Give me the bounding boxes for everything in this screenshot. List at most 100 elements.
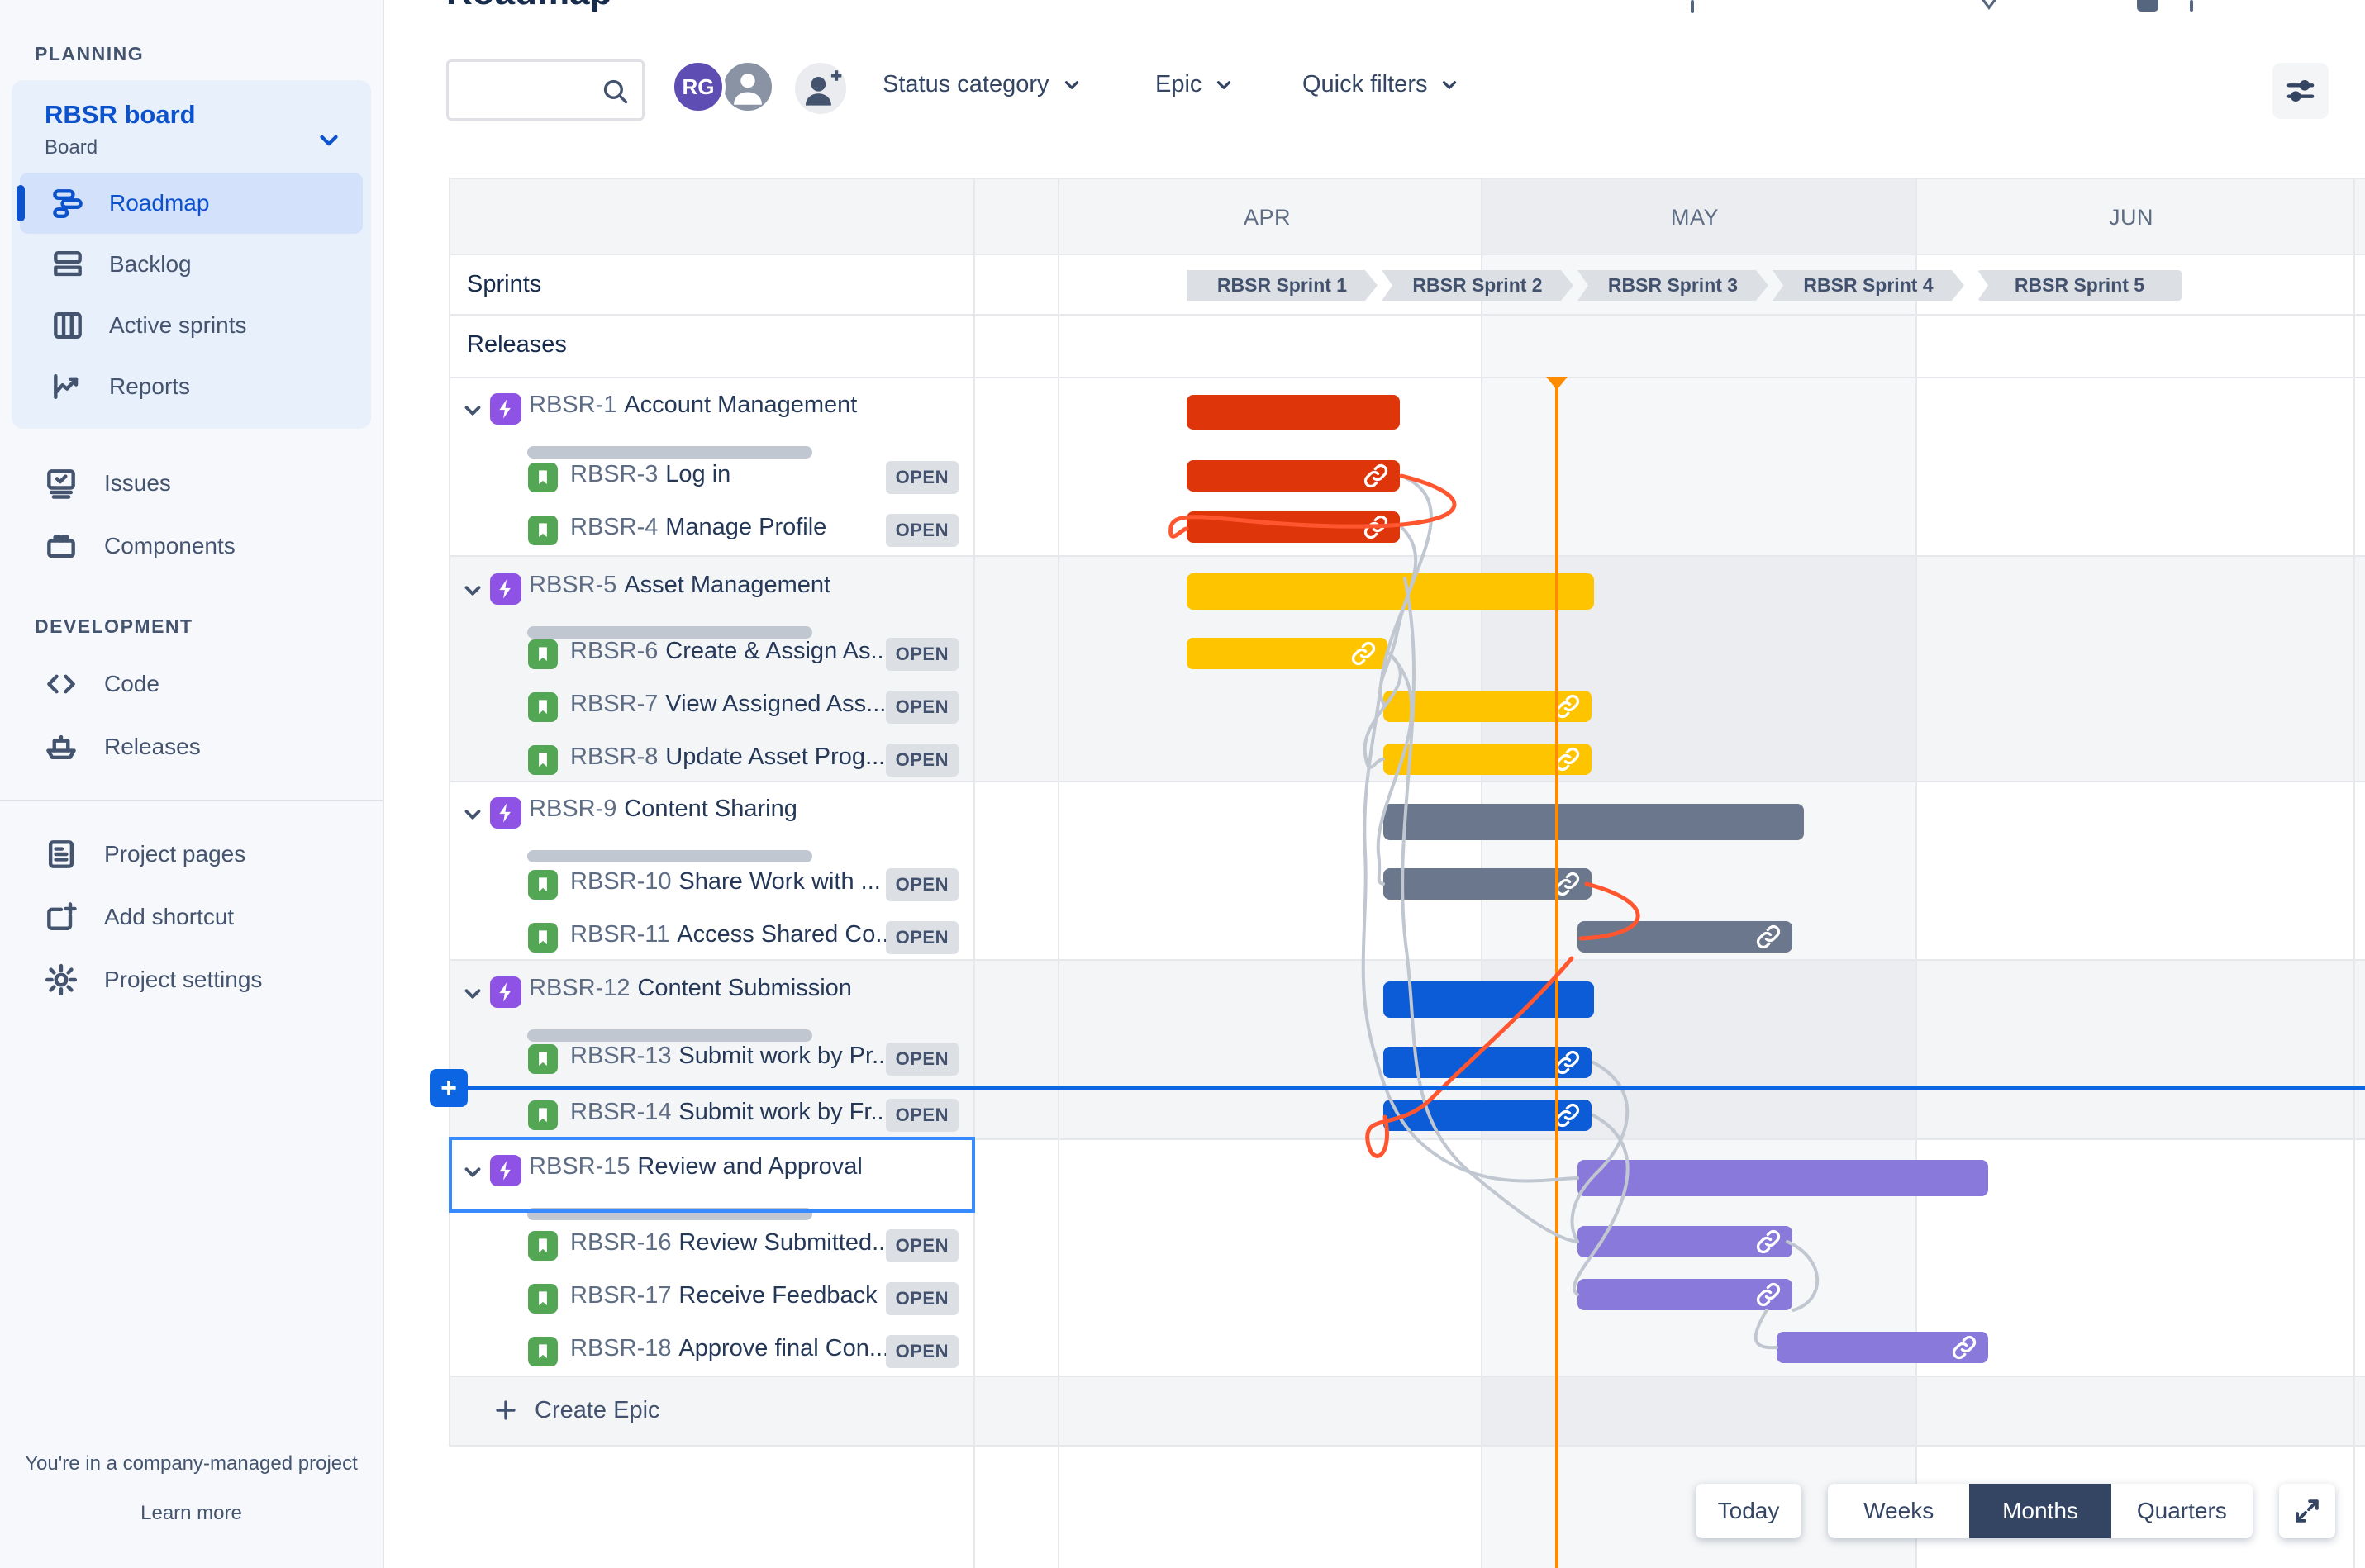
sprint-pill[interactable]: RBSR Sprint 1 [1187, 270, 1378, 301]
today-button[interactable]: Today [1696, 1484, 1801, 1538]
insert-indicator-line [430, 1086, 2365, 1090]
avatar[interactable]: RG [671, 59, 726, 114]
gantt-bar-story[interactable] [1577, 921, 1792, 953]
story-row[interactable]: RBSR-17 Receive Feedback OPEN [449, 1282, 975, 1315]
gantt-bar-story[interactable] [1187, 511, 1400, 543]
gantt-bar-story[interactable] [1577, 1226, 1792, 1257]
epic-row-selected[interactable]: RBSR-15 Review and Approval [449, 1153, 975, 1220]
filter-epic[interactable]: Epic [1155, 71, 1235, 98]
status-badge: OPEN [885, 921, 959, 954]
view-settings-button[interactable] [2272, 63, 2329, 119]
board-switcher[interactable]: RBSR board Board [20, 97, 363, 173]
story-row[interactable]: RBSR-16 Review Submitted... OPEN [449, 1229, 975, 1262]
link-icon [1362, 513, 1390, 541]
sidebar-item-components[interactable]: Components [0, 515, 383, 577]
learn-more-link[interactable]: Learn more [140, 1502, 242, 1524]
sprint-pill[interactable]: RBSR Sprint 3 [1577, 270, 1768, 301]
link-icon [1362, 462, 1390, 490]
gantt-bar-epic[interactable] [1383, 981, 1594, 1018]
filter-quick-filters[interactable]: Quick filters [1302, 71, 1460, 98]
sidebar-item-reports[interactable]: Reports [20, 356, 363, 417]
sidebar-item-releases[interactable]: Releases [0, 715, 383, 778]
gantt-bar-story[interactable] [1187, 460, 1400, 492]
chevron-down-icon[interactable] [460, 802, 485, 827]
board-card: RBSR board Board Roadmap Backlog [12, 80, 371, 429]
search-input[interactable] [457, 65, 606, 115]
story-row[interactable]: RBSR-18 Approve final Con... OPEN [449, 1335, 975, 1368]
fullscreen-button[interactable] [2279, 1484, 2335, 1538]
gantt-bar-epic[interactable] [1187, 395, 1400, 430]
issue-key: RBSR-14 [570, 1099, 672, 1125]
add-people-button[interactable] [795, 63, 846, 114]
issue-key: RBSR-18 [570, 1335, 672, 1361]
status-badge: OPEN [885, 1335, 959, 1368]
sidebar: PLANNING RBSR board Board Roadmap [0, 0, 384, 1568]
sprint-pill[interactable]: RBSR Sprint 5 [1977, 270, 2182, 301]
status-badge: OPEN [885, 1043, 959, 1076]
gantt-bar-story[interactable] [1383, 1100, 1592, 1131]
grid-line [449, 254, 2365, 255]
story-row[interactable]: RBSR-11 Access Shared Co... OPEN [449, 921, 975, 954]
gantt-bar-epic[interactable] [1187, 573, 1594, 610]
plus-icon [492, 1396, 520, 1424]
sidebar-item-project-pages[interactable]: Project pages [0, 823, 383, 886]
mode-quarters[interactable]: Quarters [2111, 1484, 2253, 1538]
gantt-bar-story[interactable] [1577, 1279, 1792, 1310]
expand-icon [2296, 1499, 2319, 1523]
story-row[interactable]: RBSR-10 Share Work with ... OPEN [449, 868, 975, 901]
gantt-bar-story[interactable] [1383, 691, 1592, 722]
gantt-bar-story[interactable] [1187, 638, 1387, 669]
story-row[interactable]: RBSR-13 Submit work by Pr... OPEN [449, 1043, 975, 1076]
sidebar-item-project-settings[interactable]: Project settings [0, 948, 383, 1011]
sidebar-item-active-sprints[interactable]: Active sprints [20, 295, 363, 356]
gantt-bar-story[interactable] [1383, 744, 1592, 775]
search-box [446, 59, 645, 121]
epic-row[interactable]: RBSR-1 Account Management [449, 392, 975, 459]
story-row[interactable]: RBSR-14 Submit work by Fr... OPEN [449, 1099, 975, 1132]
issue-key: RBSR-17 [570, 1282, 672, 1309]
gantt-bar-epic[interactable] [1383, 804, 1804, 840]
story-row[interactable]: RBSR-6 Create & Assign As... OPEN [449, 638, 975, 671]
sprint-pill[interactable]: RBSR Sprint 4 [1773, 270, 1964, 301]
story-row[interactable]: RBSR-7 View Assigned Ass... OPEN [449, 691, 975, 724]
epic-row[interactable]: RBSR-5 Asset Management [449, 572, 975, 639]
sidebar-item-roadmap[interactable]: Roadmap [17, 173, 363, 234]
epic-row[interactable]: RBSR-9 Content Sharing [449, 796, 975, 862]
link-icon [1754, 1228, 1782, 1256]
gantt-bar-story[interactable] [1383, 1047, 1592, 1078]
grid-line [449, 781, 2365, 782]
filter-status-category[interactable]: Status category [883, 71, 1083, 98]
epic-row[interactable]: RBSR-12 Content Submission [449, 975, 975, 1042]
grid-line [449, 178, 2365, 179]
mode-weeks[interactable]: Weeks [1828, 1484, 1969, 1538]
sidebar-item-code[interactable]: Code [0, 653, 383, 715]
gantt-bar-epic[interactable] [1577, 1160, 1988, 1196]
sidebar-item-add-shortcut[interactable]: Add shortcut [0, 886, 383, 948]
sidebar-item-issues[interactable]: Issues [0, 452, 383, 515]
issue-name: Create & Assign As... [665, 638, 891, 664]
chevron-down-icon[interactable] [460, 578, 485, 603]
avatar[interactable] [721, 59, 775, 114]
add-user-icon [805, 70, 842, 106]
sprint-pill[interactable]: RBSR Sprint 2 [1382, 270, 1573, 301]
chevron-down-icon[interactable] [460, 398, 485, 423]
gantt-bar-story[interactable] [1777, 1332, 1988, 1363]
create-epic-button[interactable]: Create Epic [449, 1376, 975, 1445]
epic-icon [490, 976, 521, 1008]
story-row[interactable]: RBSR-3 Log in OPEN [449, 461, 975, 494]
story-row[interactable]: RBSR-8 Update Asset Prog... OPEN [449, 744, 975, 777]
insert-issue-button[interactable]: + [430, 1069, 468, 1107]
releases-row-label: Releases [467, 331, 567, 358]
grid-line [449, 959, 2365, 961]
chevron-down-icon[interactable] [460, 1160, 485, 1185]
mode-months[interactable]: Months [1969, 1484, 2111, 1538]
gantt-bar-story[interactable] [1383, 868, 1592, 900]
story-row[interactable]: RBSR-4 Manage Profile OPEN [449, 514, 975, 547]
chevron-down-icon[interactable] [460, 981, 485, 1006]
create-epic-label: Create Epic [535, 1396, 660, 1423]
story-icon [528, 1284, 558, 1314]
issue-key: RBSR-5 [529, 572, 617, 598]
epic-icon [490, 797, 521, 829]
sidebar-item-backlog[interactable]: Backlog [20, 234, 363, 295]
story-icon [528, 692, 558, 722]
